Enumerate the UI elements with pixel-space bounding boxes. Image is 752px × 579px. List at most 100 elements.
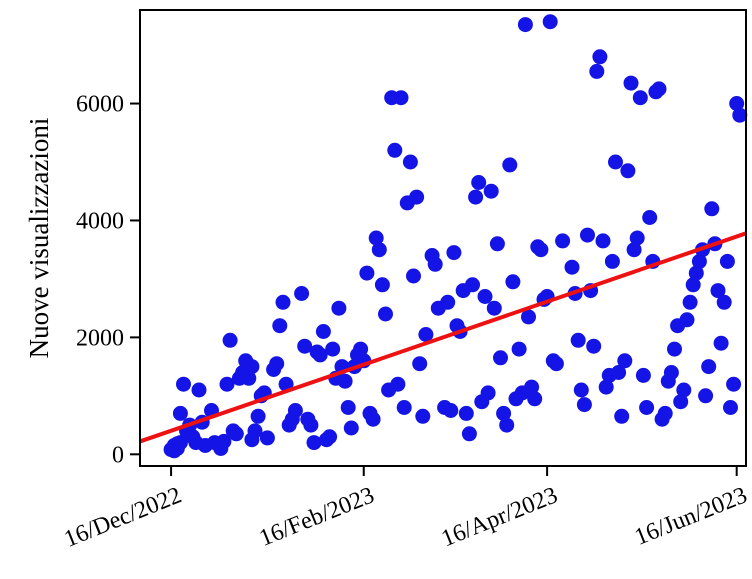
data-point <box>667 341 682 357</box>
data-point <box>663 365 679 380</box>
data-point <box>427 256 443 272</box>
data-point <box>269 356 285 372</box>
data-point <box>325 341 341 357</box>
data-point <box>219 376 235 392</box>
data-point <box>418 327 434 342</box>
data-point <box>502 157 518 173</box>
data-point <box>306 435 322 451</box>
data-point <box>698 388 714 404</box>
data-point <box>623 75 639 91</box>
data-point <box>343 420 359 436</box>
data-point <box>483 183 499 199</box>
data-point <box>542 14 558 30</box>
data-point <box>402 154 418 170</box>
data-point <box>604 253 620 269</box>
x-tick-label: 16/Dec/2022 <box>61 482 186 553</box>
data-point <box>315 324 331 339</box>
data-point <box>580 227 595 243</box>
data-point <box>511 341 527 357</box>
data-point <box>521 309 536 325</box>
data-point <box>297 338 313 354</box>
data-point <box>172 435 188 451</box>
data-point <box>573 382 589 398</box>
x-tick-label: 16/Apr/2023 <box>438 482 561 552</box>
data-point <box>176 376 191 392</box>
data-point <box>598 379 614 395</box>
data-point <box>570 332 586 348</box>
data-point <box>244 359 260 375</box>
data-point <box>331 300 347 316</box>
data-point <box>415 408 431 424</box>
data-point <box>480 385 496 401</box>
data-point <box>505 274 521 290</box>
data-point <box>412 356 428 372</box>
data-point <box>465 277 480 293</box>
data-point <box>639 400 655 415</box>
data-point <box>489 236 505 252</box>
data-point <box>626 242 642 258</box>
y-axis: 0 2000 4000 6000 <box>76 92 140 468</box>
data-point <box>461 426 477 442</box>
data-point <box>611 365 627 380</box>
data-point <box>247 423 263 439</box>
data-point <box>493 350 508 366</box>
data-point <box>713 335 729 351</box>
data-point <box>477 289 493 304</box>
data-point <box>620 163 636 179</box>
data-point <box>496 405 512 421</box>
data-point <box>673 394 689 410</box>
data-point <box>216 433 232 449</box>
data-point <box>564 259 580 275</box>
data-point <box>524 379 540 395</box>
data-point <box>359 265 375 281</box>
data-point <box>657 405 673 421</box>
data-point <box>642 210 658 225</box>
data-point <box>592 49 608 65</box>
data-point <box>595 233 611 249</box>
data-point <box>635 367 651 383</box>
data-point <box>406 268 421 284</box>
data-point <box>726 376 742 392</box>
data-point <box>396 400 412 415</box>
data-point <box>222 332 238 348</box>
data-point <box>632 90 648 106</box>
data-point <box>614 408 630 424</box>
data-point <box>679 312 695 328</box>
data-point <box>368 230 384 246</box>
data-point <box>365 411 381 427</box>
data-point <box>533 242 549 258</box>
x-axis: 16/Dec/2022 16/Feb/2023 16/Apr/2023 16/Jun/… <box>61 466 751 553</box>
data-point <box>337 373 353 389</box>
data-point <box>390 376 406 392</box>
x-tick-label: 16/Jun/2023 <box>631 482 751 551</box>
data-point <box>704 201 720 217</box>
y-tick-label: 0 <box>112 442 124 468</box>
y-tick-label: 6000 <box>76 92 124 118</box>
data-point <box>374 277 390 293</box>
data-point <box>294 286 310 301</box>
data-point <box>710 283 726 299</box>
data-point <box>322 429 338 445</box>
data-point <box>555 233 571 249</box>
data-point <box>527 391 543 407</box>
data-point <box>191 382 207 398</box>
data-point <box>729 96 745 111</box>
data-point <box>446 245 462 261</box>
data-point <box>548 356 564 372</box>
data-point <box>691 253 707 269</box>
data-point <box>701 359 717 375</box>
data-point <box>517 17 533 33</box>
data-point <box>440 294 456 310</box>
data-point <box>250 408 266 424</box>
data-point <box>719 253 735 269</box>
data-point <box>688 265 704 281</box>
points-layer <box>163 14 748 459</box>
data-point <box>241 370 257 386</box>
data-point <box>387 142 403 158</box>
data-point <box>172 405 188 421</box>
data-point <box>340 400 356 415</box>
data-point <box>685 277 701 293</box>
data-point <box>259 430 275 446</box>
data-point <box>312 347 328 363</box>
